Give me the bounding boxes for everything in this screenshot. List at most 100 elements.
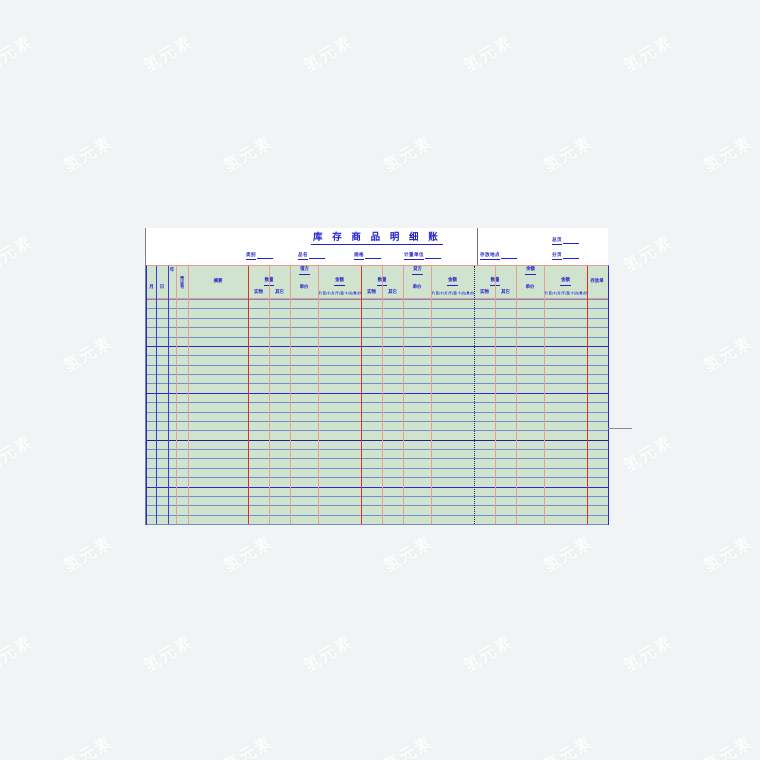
watermark-text: 氢元素: [59, 532, 117, 577]
column-header-credit-unit-price: 单价: [412, 284, 422, 290]
column-header-day: 日: [159, 284, 165, 290]
watermark-text: 氢元素: [379, 532, 437, 577]
watermark-text: 氢元素: [299, 632, 357, 677]
column-rule: [269, 266, 270, 524]
column-header-balance-unit-price: 单价: [525, 284, 535, 290]
header-blank-sub-page[interactable]: [563, 253, 579, 259]
header-label-unit: 计量单位: [404, 253, 424, 260]
row-rule: [147, 420, 608, 422]
row-rule: [147, 467, 608, 469]
column-rule: [544, 266, 545, 524]
watermark-text: 氢元素: [539, 132, 597, 177]
column-header-debit-quantity: 数量: [248, 277, 290, 288]
column-rule: [176, 266, 177, 524]
digit-ruler-debit-amount: 千百十万千百十元角分: [318, 288, 361, 299]
column-rule: [188, 266, 189, 524]
column-header-credit-quantity: 数量: [361, 277, 403, 288]
watermark-text: 氢元素: [0, 232, 37, 277]
column-header-balance-quantity-physical: 实物: [480, 290, 489, 296]
row-rule: [147, 411, 608, 413]
header-blank-total-page[interactable]: [563, 238, 579, 244]
header-label-item-name: 品名: [298, 253, 308, 260]
watermark-text: 氢元素: [539, 732, 597, 760]
watermark-text: 氢元素: [379, 732, 437, 760]
header-field-sub-page[interactable]: 分页: [552, 252, 579, 260]
row-rule: [147, 439, 608, 441]
watermark-text: 氢元素: [0, 32, 37, 77]
column-header-balance-quantity: 数量: [474, 277, 516, 288]
header-field-category[interactable]: 类别: [246, 252, 273, 260]
digit-cell: 十: [438, 290, 444, 296]
digit-cell: 元: [347, 290, 353, 296]
digit-cell: 角: [465, 290, 470, 296]
header-field-total-page[interactable]: 总页: [552, 237, 579, 245]
column-header-credit-quantity-other: 其它: [388, 290, 397, 296]
header-blank-item-name[interactable]: [309, 253, 325, 259]
digit-cell: 分: [582, 290, 587, 296]
digit-cell: 千: [334, 290, 339, 296]
page-title-text: 库 存 商 品 明 细 账: [311, 232, 443, 245]
row-rule: [147, 449, 608, 450]
digit-cell: 百: [321, 290, 326, 296]
digit-cell: 分: [356, 290, 361, 296]
header-blank-location[interactable]: [500, 253, 517, 259]
watermark-text: 氢元素: [59, 332, 117, 377]
header-field-location[interactable]: 存放地点: [480, 252, 517, 260]
digit-cell: 千: [318, 290, 322, 295]
row-rule: [147, 495, 608, 497]
digit-cell: 分: [469, 290, 474, 296]
digit-ruler-debit: 千百十万千百十元角分: [318, 288, 361, 299]
header-field-item-name[interactable]: 品名: [298, 252, 325, 260]
row-rule: [147, 486, 608, 489]
watermark-text: 氢元素: [619, 632, 677, 677]
column-rule: [361, 266, 363, 524]
column-header-credit-quantity-physical: 实物: [367, 290, 376, 296]
row-rule: [147, 355, 608, 357]
column-rule: [516, 266, 517, 524]
digit-cell: 千: [560, 290, 565, 296]
header-label-spec: 规格: [354, 253, 364, 260]
header-blank-category[interactable]: [257, 253, 273, 259]
header-label-sub-page: 分页: [552, 253, 562, 260]
digit-ruler-credit: 千百十万千百十元角分: [431, 288, 474, 299]
digit-cell: 角: [352, 290, 357, 296]
watermark-text: 氢元素: [139, 632, 197, 677]
digit-cell: 百: [565, 290, 570, 296]
ledger-table: 月 日 年 凭证号 摘要 借方 数量 实物: [146, 265, 609, 525]
watermark-text: 氢元素: [699, 532, 757, 577]
watermark-text: 氢元素: [139, 32, 197, 77]
column-header-balance-quantity-other: 其它: [501, 290, 510, 296]
digit-cell: 百: [339, 290, 344, 296]
page-title: 库 存 商 品 明 细 账: [146, 229, 608, 245]
digit-cell: 百: [452, 290, 457, 296]
column-rule: [248, 266, 250, 524]
column-rule: [587, 266, 589, 524]
digit-cell: 十: [456, 290, 461, 296]
table-header: 月 日 年 凭证号 摘要 借方 数量 实物: [147, 266, 608, 299]
header-blank-spec[interactable]: [365, 253, 381, 259]
digit-cell: 元: [573, 290, 579, 296]
digit-cell: 百: [547, 290, 552, 296]
row-rule: [147, 317, 608, 319]
watermark-text: 氢元素: [379, 132, 437, 177]
watermark-text: 氢元素: [0, 432, 37, 477]
digit-cell: 千: [431, 290, 435, 295]
column-header-remark: 存放单: [590, 279, 604, 285]
column-header-voucher: 凭证号: [180, 276, 186, 289]
column-header-summary: 摘要: [213, 279, 223, 285]
watermark-text: 氢元素: [619, 32, 677, 77]
row-rule: [147, 308, 608, 310]
digit-ruler-balance-amount: 千百十万千百十元角分: [544, 288, 587, 299]
watermark-text: 氢元素: [539, 532, 597, 577]
row-rule: [147, 392, 608, 395]
row-rule: [147, 374, 608, 375]
header-field-spec[interactable]: 规格: [354, 252, 381, 260]
column-header-debit-amount: 金额: [318, 277, 361, 288]
digit-ruler-balance: 千百十万千百十元角分: [544, 288, 587, 299]
watermark-text: 氢元素: [459, 632, 517, 677]
digit-cell: 十: [325, 290, 331, 296]
header-blank-unit[interactable]: [424, 253, 441, 259]
row-rule: [147, 383, 608, 385]
digit-cell: 千: [447, 290, 452, 296]
header-field-unit[interactable]: 计量单位: [404, 252, 441, 260]
